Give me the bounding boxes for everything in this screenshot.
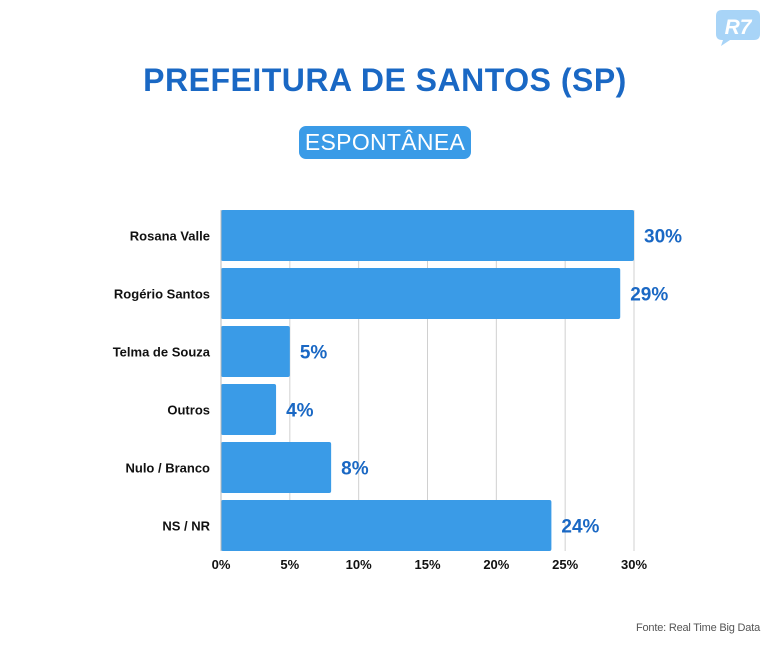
chart-title: PREFEITURA DE SANTOS (SP) xyxy=(143,62,627,98)
x-tick-label-1: 5% xyxy=(280,557,299,572)
category-label-4: Nulo / Branco xyxy=(125,461,210,476)
subtitle-container: ESPONTÂNEA xyxy=(0,126,770,159)
x-tick-label-5: 25% xyxy=(552,557,578,572)
category-label-0: Rosana Valle xyxy=(130,229,210,244)
bar-1 xyxy=(221,268,621,319)
bar-5 xyxy=(221,500,552,551)
value-label-5: 24% xyxy=(561,517,599,538)
x-tick-label-3: 15% xyxy=(414,557,440,572)
value-label-0: 30% xyxy=(644,227,682,248)
r7-logo: R7 xyxy=(716,10,760,46)
source-note: Fonte: Real Time Big Data xyxy=(635,622,760,634)
category-label-5: NS / NR xyxy=(162,519,210,534)
r7-logo-text: R7 xyxy=(725,16,753,39)
category-label-1: Rogério Santos xyxy=(114,287,210,302)
bar-4 xyxy=(221,442,332,493)
chart-subtitle: ESPONTÂNEA xyxy=(298,126,472,159)
x-tick-label-6: 30% xyxy=(621,557,647,572)
x-tick-label-0: 0% xyxy=(212,557,231,572)
bar-2 xyxy=(221,326,290,377)
value-label-3: 4% xyxy=(286,401,314,422)
r7-logo-shape xyxy=(716,10,760,46)
category-label-2: Telma de Souza xyxy=(113,345,211,360)
x-tick-label-2: 10% xyxy=(346,557,372,572)
value-label-1: 29% xyxy=(630,285,668,306)
bar-3 xyxy=(221,384,277,435)
bar-0 xyxy=(221,210,634,261)
value-label-2: 5% xyxy=(300,343,328,364)
x-tick-label-4: 20% xyxy=(483,557,509,572)
category-label-3: Outros xyxy=(167,403,210,418)
value-label-4: 8% xyxy=(341,459,369,480)
